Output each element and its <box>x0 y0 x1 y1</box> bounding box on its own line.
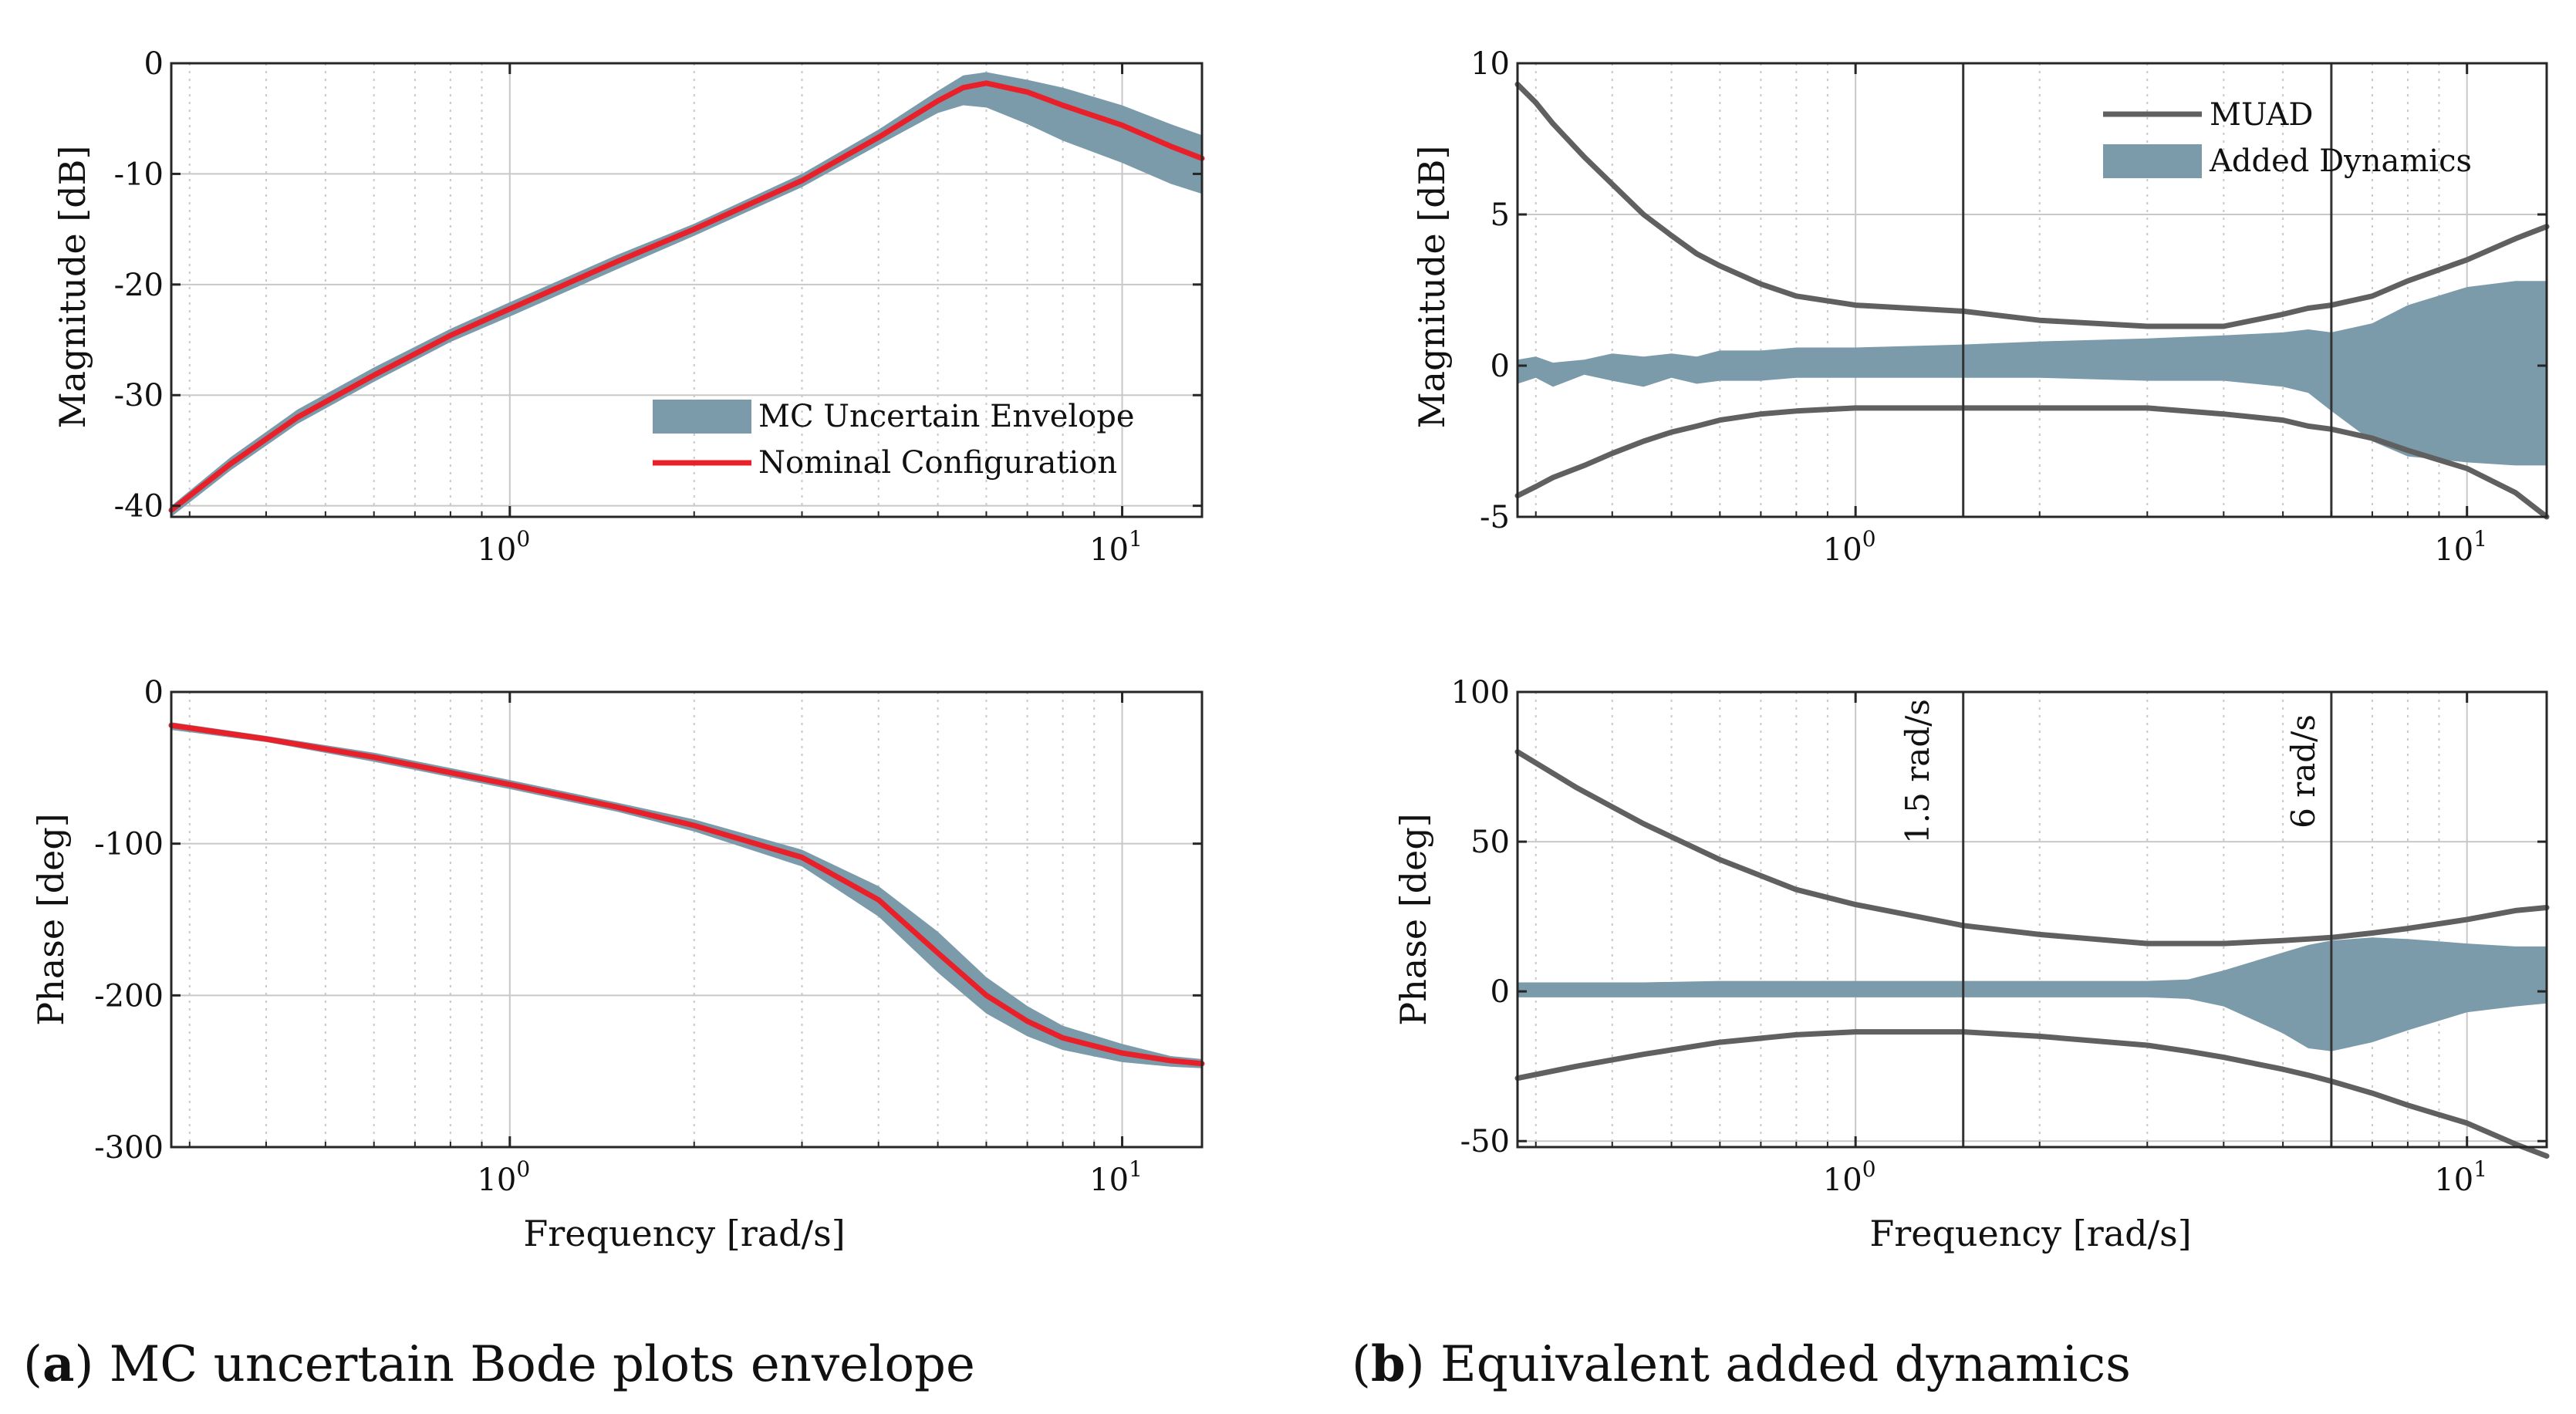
legend-swatch-envelope <box>653 400 751 434</box>
y-tick-label: 10 <box>1470 46 1510 82</box>
legend-label-added-dynamics: Added Dynamics <box>2209 143 2472 179</box>
nominal-line <box>168 80 1205 513</box>
legend-label-envelope: MC Uncertain Envelope <box>758 399 1135 434</box>
caption-a-letter: a <box>42 1335 74 1393</box>
ylabel-magnitude-b: Magnitude [dB] <box>1411 146 1453 429</box>
x-tick-base: 10 <box>1823 1163 1862 1198</box>
x-tick-exponent: 0 <box>1862 1156 1876 1182</box>
y-tick-label: -50 <box>1460 1124 1510 1159</box>
y-tick-label: 0 <box>1491 974 1510 1010</box>
x-tick-exponent: 0 <box>1862 526 1876 552</box>
nominal-line <box>168 722 1205 1067</box>
x-tick-label: 100 <box>1823 1156 1876 1198</box>
marker-label-1-5: 1.5 rad/s <box>1899 699 1936 844</box>
legend-a: MC Uncertain Envelope Nominal Configurat… <box>653 399 1135 481</box>
y-tick-label: 100 <box>1451 675 1510 710</box>
ylabel-magnitude-a: Magnitude [dB] <box>52 146 93 429</box>
x-tick-exponent: 1 <box>1129 1156 1143 1182</box>
ylabel-phase-b: Phase [deg] <box>1393 813 1434 1025</box>
x-tick-exponent: 1 <box>2473 526 2487 552</box>
y-tick-label: -5 <box>1480 500 1510 535</box>
axes-box <box>1516 62 2548 518</box>
muad-lower-line <box>1514 1029 2550 1159</box>
x-tick-label: 101 <box>2434 526 2487 568</box>
x-tick-exponent: 1 <box>2473 1156 2487 1182</box>
x-tick-base: 10 <box>477 1163 516 1198</box>
y-tick-label: -10 <box>114 157 164 192</box>
caption-a-text: MC uncertain Bode plots envelope <box>110 1336 975 1393</box>
x-tick-exponent: 0 <box>516 526 530 552</box>
caption-b-text: Equivalent added dynamics <box>1440 1336 2131 1393</box>
xlabel-frequency-a: Frequency [rad/s] <box>523 1213 845 1254</box>
y-tick-label: 0 <box>1491 349 1510 384</box>
y-tick-label: 0 <box>144 46 164 82</box>
caption-b: (b) Equivalent added dynamics <box>1352 1335 2131 1393</box>
legend-swatch-added-dynamics <box>2103 144 2202 178</box>
marker-label-6: 6 rad/s <box>2284 714 2322 828</box>
axes-box <box>170 690 1204 1149</box>
axes-box <box>1516 690 2548 1149</box>
x-tick-label: 100 <box>477 1156 530 1198</box>
y-tick-label: -40 <box>114 489 164 525</box>
y-tick-label: -300 <box>94 1130 164 1166</box>
caption-b-letter: b <box>1371 1335 1406 1393</box>
x-tick-base: 10 <box>2434 532 2473 568</box>
x-tick-exponent: 1 <box>1129 526 1143 552</box>
caption-a: (a) MC uncertain Bode plots envelope <box>23 1335 975 1393</box>
y-tick-label: -200 <box>94 978 164 1014</box>
y-tick-label: 50 <box>1470 825 1510 860</box>
x-tick-base: 10 <box>1823 532 1862 568</box>
added-dynamics-area <box>1518 937 2547 1051</box>
x-tick-base: 10 <box>2434 1163 2473 1198</box>
muad-upper-line <box>1514 749 2550 947</box>
x-tick-exponent: 0 <box>516 1156 530 1182</box>
xlabel-frequency-b: Frequency [rad/s] <box>1869 1213 2191 1254</box>
x-tick-label: 101 <box>1089 1156 1143 1198</box>
ylabel-phase-a: Phase [deg] <box>30 813 72 1025</box>
muad-upper-line <box>1514 81 2550 329</box>
x-tick-base: 10 <box>1089 532 1129 568</box>
muad-lower-line <box>1514 405 2550 520</box>
x-tick-label: 100 <box>1823 526 1876 568</box>
axes-box <box>170 62 1204 518</box>
legend-b: MUAD Added Dynamics <box>2103 97 2472 179</box>
y-tick-label: -100 <box>94 827 164 862</box>
x-tick-label: 100 <box>477 526 530 568</box>
x-tick-base: 10 <box>477 532 516 568</box>
x-tick-base: 10 <box>1089 1163 1129 1198</box>
legend-label-muad: MUAD <box>2210 97 2313 133</box>
y-tick-label: -20 <box>114 268 164 303</box>
y-tick-label: -30 <box>114 378 164 413</box>
x-tick-label: 101 <box>1089 526 1143 568</box>
x-tick-label: 101 <box>2434 1156 2487 1198</box>
y-tick-label: 5 <box>1491 197 1510 233</box>
added-dynamics-area <box>1518 281 2547 466</box>
y-tick-label: 0 <box>144 675 164 710</box>
legend-label-nominal: Nominal Configuration <box>758 445 1117 481</box>
